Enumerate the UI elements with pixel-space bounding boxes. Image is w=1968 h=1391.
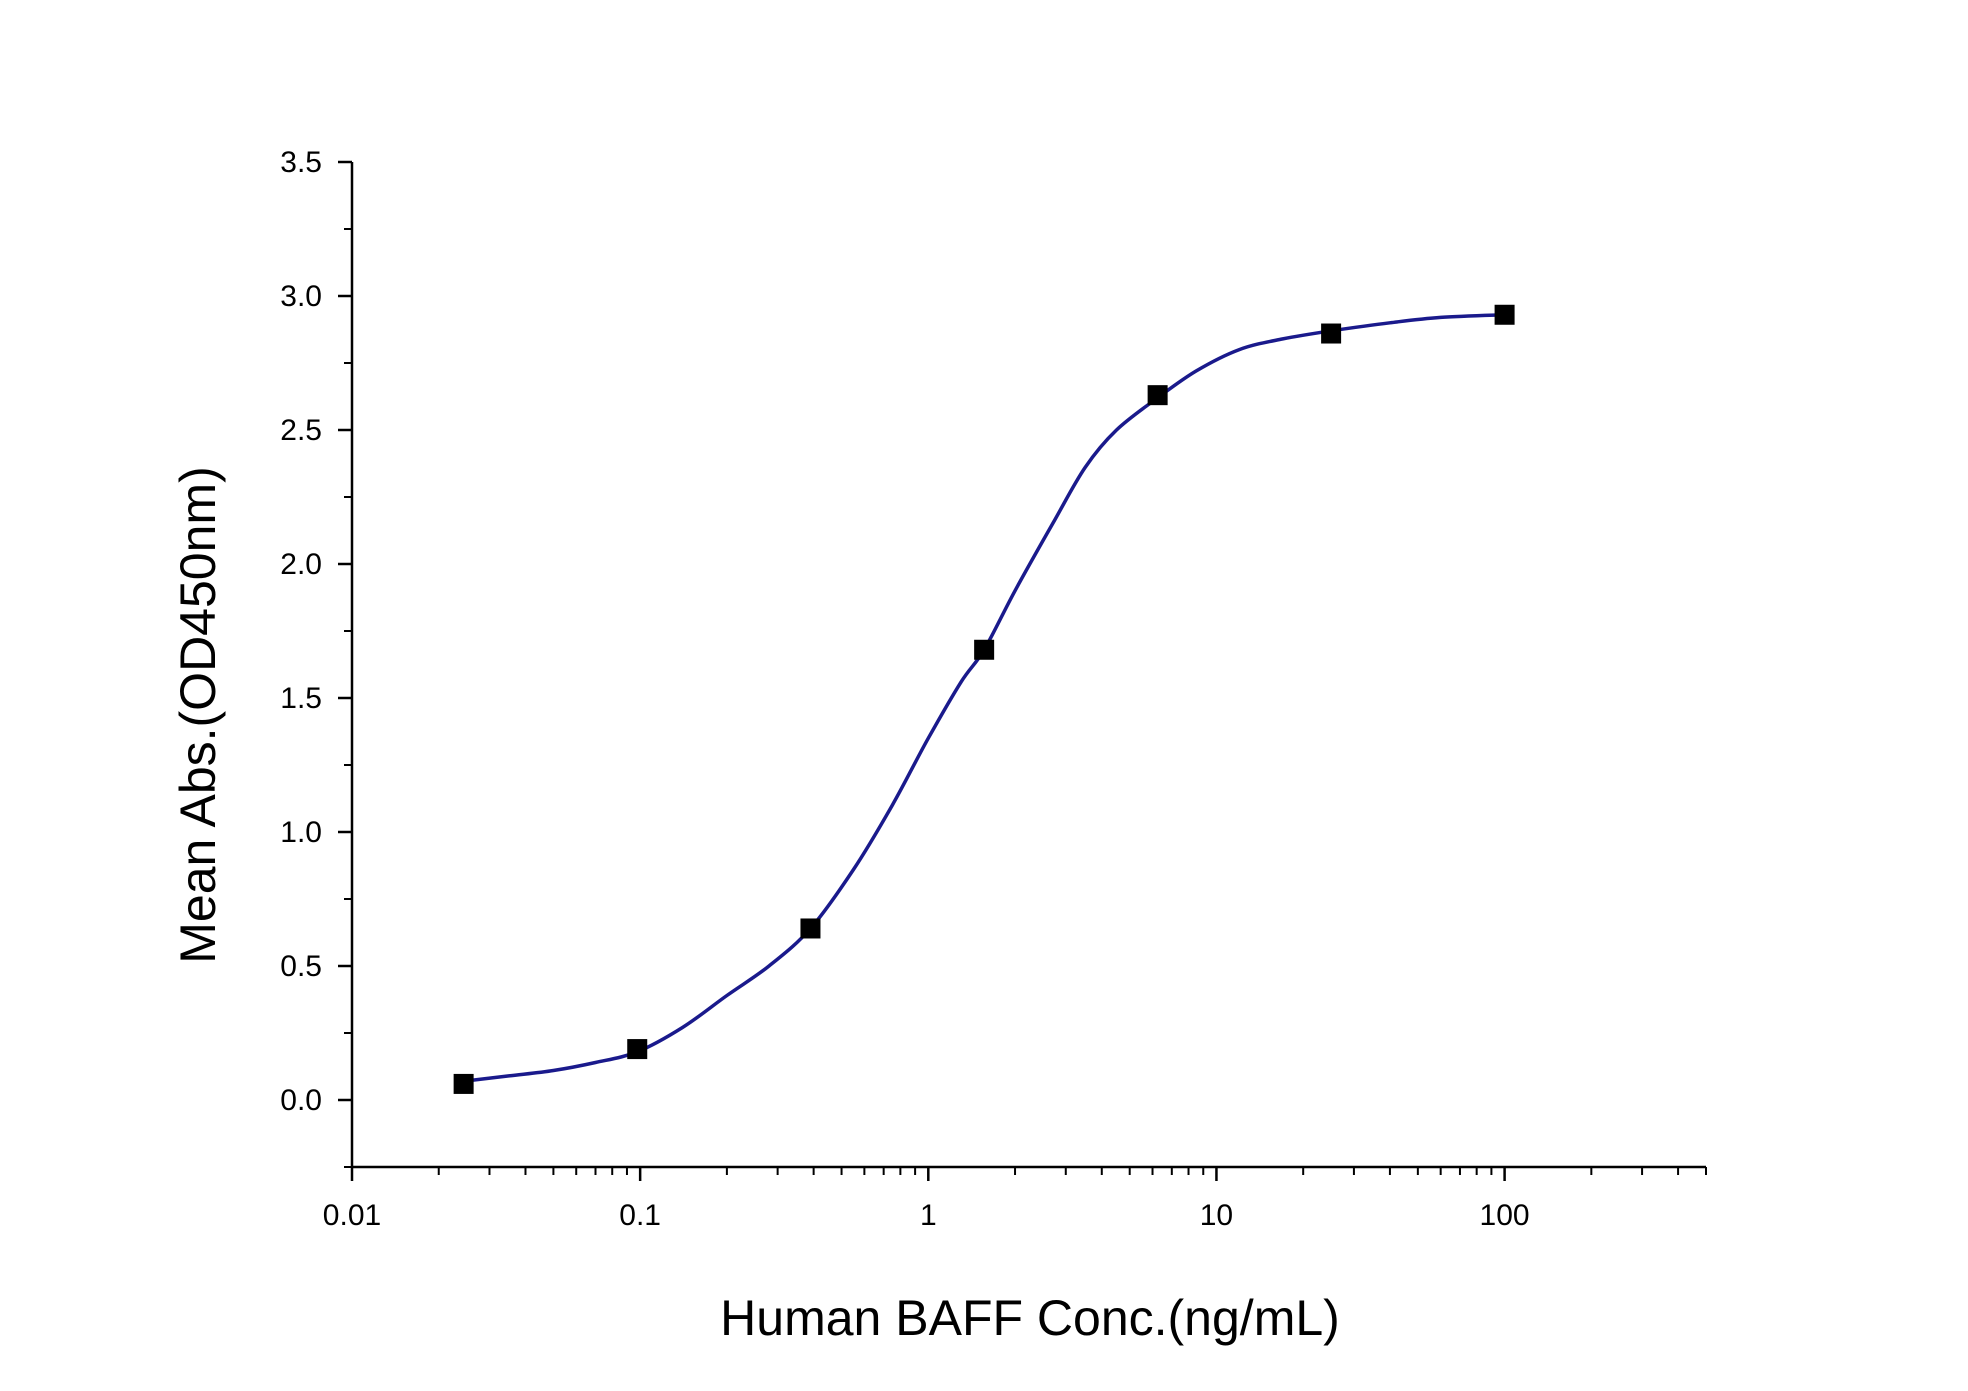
data-point (1321, 323, 1342, 344)
data-point (1494, 304, 1515, 325)
data-point (453, 1073, 474, 1094)
y-tick-label: 0.0 (280, 1084, 322, 1117)
tick-marks (338, 160, 1707, 1181)
axes (350, 162, 1706, 1169)
y-tick-label: 3.5 (280, 146, 322, 179)
data-points (453, 304, 1515, 1094)
data-point (1147, 385, 1168, 406)
y-tick-label: 2.5 (280, 414, 322, 447)
y-tick-label: 1.5 (280, 682, 322, 715)
fit-curve-layer (463, 313, 1505, 1083)
x-axis-title: Human BAFF Conc.(ng/mL) (720, 1290, 1340, 1346)
fit-curve (463, 313, 1505, 1083)
data-point (800, 918, 821, 939)
x-tick-label: 1 (920, 1199, 937, 1232)
data-point (974, 639, 995, 660)
x-tick-label: 0.1 (619, 1199, 661, 1232)
x-tick-label: 100 (1480, 1199, 1530, 1232)
y-tick-label: 3.0 (280, 280, 322, 313)
tick-labels: 0.0 0.5 1.0 1.5 2.0 2.5 3.0 3.5 0.01 0.1 1 10 100 (280, 146, 1529, 1232)
x-tick-label: 10 (1200, 1199, 1233, 1232)
y-tick-label: 1.0 (280, 816, 322, 849)
x-tick-label: 0.01 (323, 1199, 381, 1232)
y-tick-label: 0.5 (280, 950, 322, 983)
y-axis-title: Mean Abs.(OD450nm) (170, 466, 226, 963)
y-tick-label: 2.0 (280, 548, 322, 581)
data-point (627, 1039, 648, 1060)
